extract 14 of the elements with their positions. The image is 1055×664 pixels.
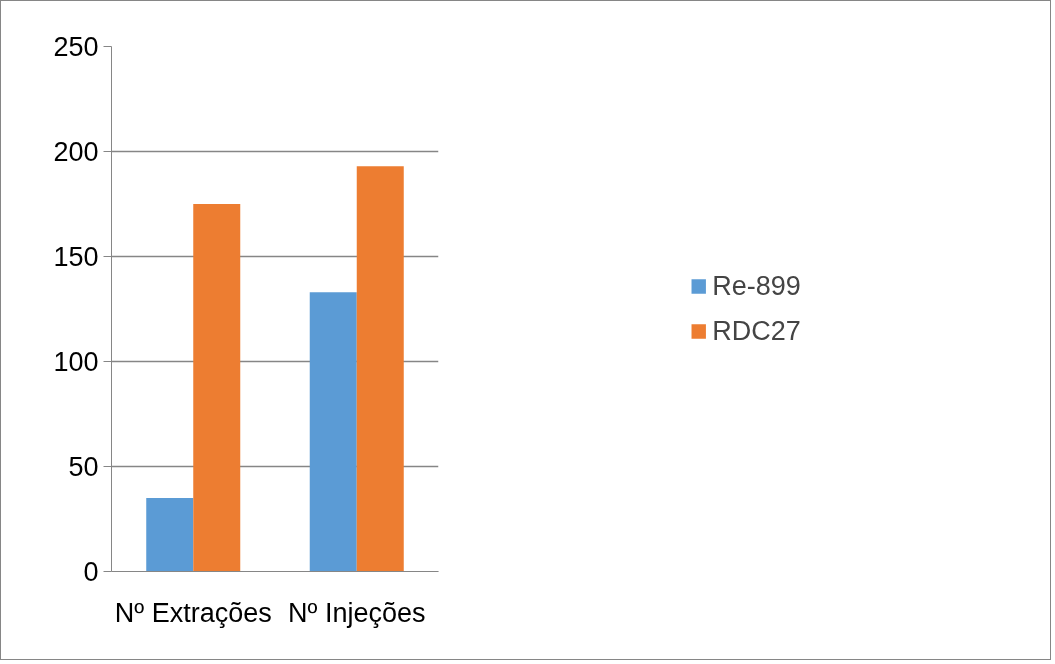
bar <box>146 498 194 572</box>
y-tick-label: 200 <box>53 137 99 167</box>
y-tick-label: 250 <box>53 32 99 62</box>
legend-label: Re-899 <box>712 270 801 302</box>
legend-label: RDC27 <box>712 315 801 347</box>
y-tick-label: 50 <box>68 452 99 482</box>
bar <box>193 204 241 572</box>
bar <box>309 292 357 572</box>
y-tick-label: 0 <box>83 557 99 587</box>
y-tick-label: 100 <box>53 347 99 377</box>
x-tick-label: Nº Injeções <box>288 597 426 628</box>
bar <box>356 166 404 572</box>
x-tick-label: Nº Extrações <box>114 597 272 628</box>
y-tick-label: 150 <box>53 242 99 272</box>
